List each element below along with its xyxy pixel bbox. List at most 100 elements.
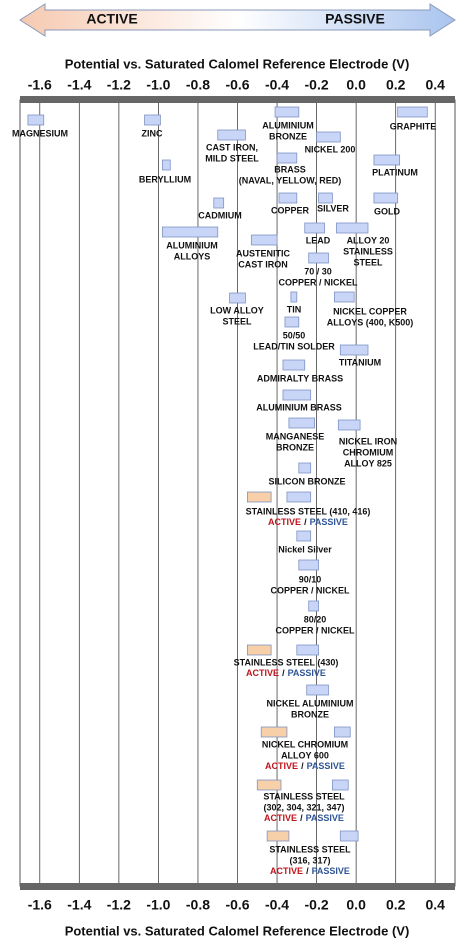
material-label: STEEL — [222, 316, 252, 326]
state-text: / — [304, 517, 307, 527]
material-label: PLATINUM — [372, 167, 418, 177]
x-tick-label: 0.2 — [386, 77, 406, 93]
range-bar — [274, 106, 300, 118]
material-label: LEAD — [306, 235, 331, 245]
state-text: PASSIVE — [306, 813, 344, 823]
state-text: ACTIVE — [246, 668, 279, 678]
range-bar — [318, 192, 333, 204]
range-bar — [373, 192, 399, 204]
range-bar — [296, 644, 319, 656]
material-label: SILVER — [317, 203, 349, 213]
range-bar — [282, 389, 312, 401]
range-bar — [304, 222, 325, 234]
state-text: / — [282, 668, 285, 678]
material-label: 50/50 — [283, 330, 306, 340]
range-bar — [296, 530, 312, 542]
range-bar — [278, 192, 298, 204]
material-label: CAST IRON — [238, 259, 288, 269]
material-label: Nickel Silver — [278, 544, 332, 554]
material-label: NICKEL IRON — [339, 436, 397, 446]
material-label: 70 / 30 — [304, 266, 332, 276]
material-label: NICKEL 200 — [305, 144, 356, 154]
x-tick-label: -1.0 — [146, 77, 170, 93]
material-label: BERYLLIUM — [139, 174, 191, 184]
state-text: ACTIVE — [270, 866, 303, 876]
x-tick-label: -0.2 — [305, 77, 329, 93]
range-bar — [337, 419, 361, 431]
range-bar — [250, 234, 278, 246]
material-label: ALUMINIUM — [262, 120, 314, 130]
material-label: NICKEL COPPER — [333, 306, 407, 316]
material-label: ALLOY 20 — [347, 235, 390, 245]
range-bar — [161, 226, 219, 238]
material-label: SILICON BRONZE — [268, 476, 345, 486]
material-label: STAINLESS STEEL — [269, 844, 351, 854]
material-label: CADMIUM — [198, 210, 242, 220]
material-label: ALUMINIUM — [166, 240, 218, 250]
material-label: TIN — [287, 304, 302, 314]
state-label: ACTIVE / PASSIVE — [268, 517, 348, 527]
active-range-bar — [256, 779, 282, 791]
range-bar — [288, 417, 316, 429]
material-label: BRONZE — [276, 442, 314, 452]
material-label: MANGANESE — [266, 431, 325, 441]
x-tick-label: 0.4 — [425, 77, 445, 93]
range-bar — [144, 114, 161, 126]
state-text: PASSIVE — [307, 761, 345, 771]
material-label: (NAVAL, YELLOW, RED) — [239, 175, 342, 185]
material-label: STAINLESS STEEL — [263, 791, 345, 801]
range-bar — [229, 292, 246, 304]
material-label: (316, 317) — [289, 855, 330, 865]
range-bar — [333, 726, 351, 738]
x-tick-label: -0.2 — [305, 897, 329, 913]
range-bar — [290, 291, 298, 303]
x-tick-label: -0.6 — [225, 897, 249, 913]
material-label: ALLOYS — [174, 251, 211, 261]
material-label: COPPER / NICKEL — [278, 277, 358, 287]
material-label: NICKEL ALUMINIUM — [267, 698, 354, 708]
range-bar — [397, 106, 428, 118]
state-text: PASSIVE — [310, 517, 348, 527]
x-tick-label: -1.4 — [67, 77, 91, 93]
axis-title: Potential vs. Saturated Calomel Referenc… — [65, 56, 410, 71]
x-tick-label: -0.8 — [186, 897, 210, 913]
material-label: ALLOY 825 — [344, 458, 392, 468]
range-bar — [339, 344, 369, 356]
range-bar — [332, 779, 349, 791]
active-range-bar — [266, 830, 290, 842]
range-bar — [276, 152, 298, 164]
x-tick-label: 0.2 — [386, 897, 406, 913]
range-bar — [333, 291, 355, 303]
state-text: PASSIVE — [312, 866, 350, 876]
state-text: / — [306, 866, 309, 876]
range-bar — [282, 359, 306, 371]
material-label: STAINLESS — [343, 246, 393, 256]
bottom-rail — [20, 883, 455, 890]
material-label: 90/10 — [299, 574, 322, 584]
material-label: LEAD/TIN SOLDER — [253, 341, 335, 351]
material-label: TITANIUM — [339, 357, 381, 367]
material-label: BRASS — [274, 164, 306, 174]
state-label: ACTIVE / PASSIVE — [270, 866, 350, 876]
material-label: ALUMINIUM BRASS — [256, 402, 342, 412]
material-label: BRONZE — [291, 709, 329, 719]
active-range-bar — [246, 491, 272, 503]
top-rail — [20, 96, 455, 103]
material-label: COPPER / NICKEL — [275, 625, 355, 635]
material-label: GRAPHITE — [390, 121, 437, 131]
material-label: ALLOYS (400, K500) — [327, 317, 414, 327]
material-label: STEEL — [353, 257, 383, 267]
material-label: MILD STEEL — [205, 153, 259, 163]
material-label: (302, 304, 321, 347) — [263, 802, 344, 812]
range-bar — [213, 197, 225, 209]
passive-label: PASSIVE — [325, 11, 385, 27]
material-label: STAINLESS STEEL (410, 416) — [246, 506, 371, 516]
x-tick-label: -0.4 — [265, 897, 289, 913]
state-text: ACTIVE — [268, 517, 301, 527]
range-bar — [27, 114, 45, 126]
state-text: / — [301, 761, 304, 771]
material-label: GOLD — [374, 206, 400, 216]
range-bar — [308, 252, 329, 264]
material-label: LOW ALLOY — [210, 305, 264, 315]
material-label: COPPER — [271, 205, 310, 215]
